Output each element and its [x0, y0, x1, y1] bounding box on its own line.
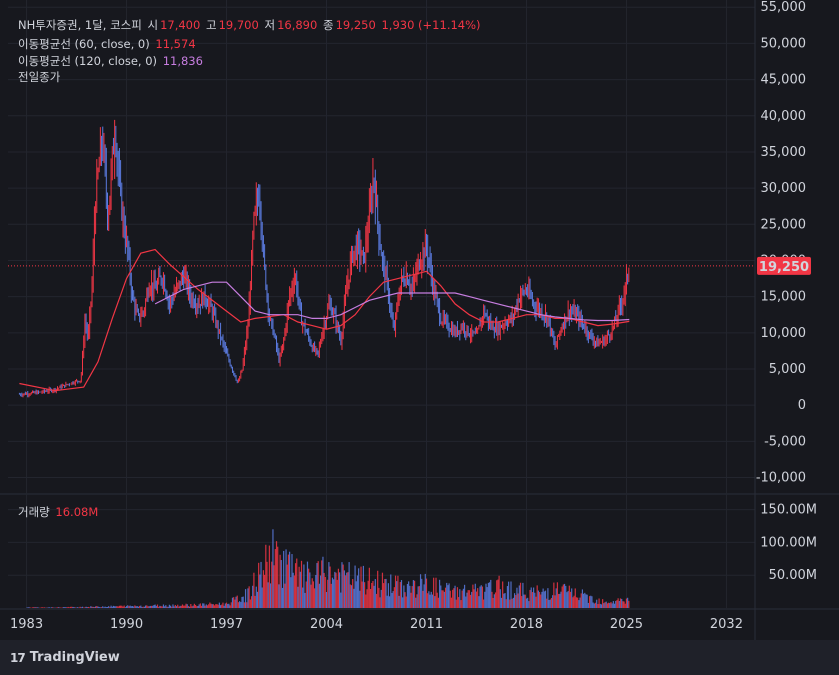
- price-tick-label: 15,000: [761, 290, 807, 305]
- price-axis: 55,000 50,000 45,000 40,000 35,000 30,000 25,0…: [756, 0, 806, 485]
- symbol-label[interactable]: NH투자증권, 1달, 코스피: [18, 18, 142, 32]
- time-tick-label: 1983: [10, 617, 43, 632]
- price-plot: [18, 119, 630, 398]
- time-tick-label: 2025: [610, 617, 643, 632]
- time-tick-label: 1990: [110, 617, 143, 632]
- time-tick-label: 1997: [210, 617, 243, 632]
- prev-close-label: 전일종가: [18, 70, 61, 84]
- price-tick-label: 25,000: [761, 217, 807, 232]
- change-value: 1,930 (+11.14%): [381, 18, 481, 32]
- volume-tick-label: 100.00M: [760, 535, 817, 550]
- tradingview-logo[interactable]: 17 TradingView: [10, 650, 120, 665]
- prev-close-legend[interactable]: 전일종가: [18, 70, 62, 84]
- low-value: 16,890: [277, 18, 318, 32]
- ma120-legend[interactable]: 이동평균선 (120, close, 0) 11,836: [18, 54, 205, 68]
- price-tick-label: 30,000: [761, 181, 807, 196]
- footer: [0, 640, 839, 675]
- time-tick-label: 2032: [710, 617, 743, 632]
- volume-tick-label: 50.00M: [769, 568, 817, 583]
- high-value: 19,700: [218, 18, 259, 32]
- time-tick-label: 2004: [310, 617, 343, 632]
- time-axis: 1983 1990 1997 2004 2011 2018 2025 2032: [10, 617, 743, 632]
- chart-canvas[interactable]: 55,000 50,000 45,000 40,000 35,000 30,000 25,0…: [0, 0, 839, 640]
- price-tick-label: -5,000: [764, 434, 806, 449]
- volume-value: 16.08M: [55, 505, 99, 519]
- volume-tick-label: 150.00M: [760, 503, 817, 518]
- volume-legend[interactable]: 거래량 16.08M: [18, 505, 100, 519]
- last-price-tag-label: 19,250: [759, 260, 809, 275]
- brand-label: TradingView: [29, 650, 120, 665]
- price-tick-label: 10,000: [761, 326, 807, 341]
- price-tick-label: 35,000: [761, 145, 807, 160]
- ma120-label: 이동평균선 (120, close, 0): [18, 54, 158, 68]
- ohlc-legend: NH투자증권, 1달, 코스피 시 17,400 고 19,700 저 16,890 …: [18, 18, 483, 32]
- open-value: 17,400: [160, 18, 201, 32]
- price-tick-label: 0: [798, 398, 806, 413]
- open-label: 시: [147, 18, 159, 32]
- grid-lines: [0, 0, 839, 640]
- low-label: 저: [264, 18, 276, 32]
- high-label: 고: [205, 18, 217, 32]
- tradingview-mark-icon: 17: [10, 650, 26, 665]
- price-tick-label: 50,000: [761, 36, 807, 51]
- close-label: 종: [322, 18, 334, 32]
- time-tick-label: 2018: [510, 617, 543, 632]
- price-tick-label: 45,000: [761, 73, 807, 88]
- time-tick-label: 2011: [410, 617, 443, 632]
- volume-label: 거래량: [18, 505, 50, 519]
- ma120-line: [154, 281, 630, 322]
- price-tick-label: 5,000: [769, 362, 806, 377]
- last-price-tag-bg: [757, 256, 811, 275]
- close-value: 19,250: [335, 18, 376, 32]
- volume-axis: 150.00M 100.00M 50.00M: [760, 503, 817, 584]
- price-tick-label: -10,000: [756, 471, 806, 486]
- volume-plot: [25, 529, 630, 608]
- last-price-tag: 19,250: [757, 256, 811, 275]
- ma60-legend[interactable]: 이동평균선 (60, close, 0) 11,574: [18, 37, 198, 51]
- price-tick-label: 40,000: [761, 109, 807, 124]
- price-tick-label: 55,000: [761, 0, 807, 15]
- ma60-label: 이동평균선 (60, close, 0): [18, 37, 150, 51]
- ma60-value: 11,574: [155, 37, 196, 51]
- ma120-value: 11,836: [162, 54, 203, 68]
